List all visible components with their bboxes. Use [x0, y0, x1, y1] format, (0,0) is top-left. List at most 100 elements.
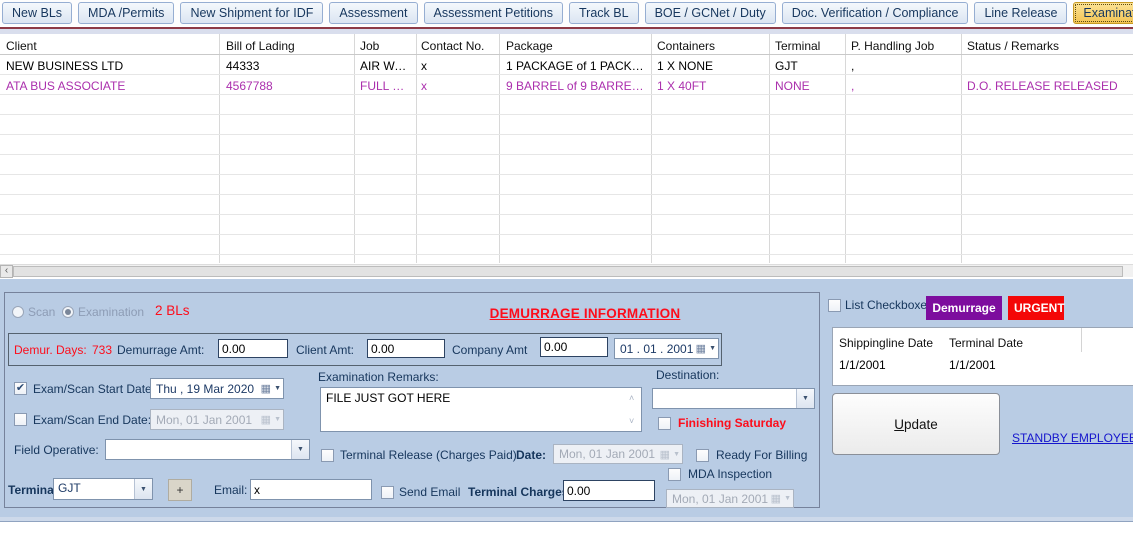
tab-assessment-petitions[interactable]: Assessment Petitions [423, 2, 563, 24]
bottom-strip [0, 517, 1133, 521]
demurrage-amt-field[interactable] [218, 339, 288, 358]
examination-radio[interactable] [62, 306, 74, 318]
scroll-down-icon[interactable]: ˅ [629, 416, 635, 426]
terminal-combobox[interactable]: GJT ▼ [53, 478, 153, 500]
chevron-down-icon[interactable]: ▼ [274, 385, 281, 392]
examination-remarks-label: Examination Remarks: [318, 370, 439, 384]
send-email-checkbox[interactable] [381, 486, 394, 499]
tab-new-bls[interactable]: New BLs [2, 2, 73, 24]
demurrage-information-title: DEMURRAGE INFORMATION [489, 306, 681, 321]
email-label: Email: [214, 483, 248, 497]
tab-new-shipment-for-idf[interactable]: New Shipment for IDF [180, 2, 324, 24]
column-header[interactable]: Status / Remarks [967, 39, 1060, 53]
update-button[interactable]: Update [832, 393, 1000, 455]
add-terminal-button[interactable]: + [168, 479, 192, 501]
terminal-charges-field[interactable] [563, 480, 655, 501]
tab-examination[interactable]: Examination [1073, 2, 1133, 24]
send-email-label: Send Email [399, 485, 461, 499]
demur-days-label: Demur. Days: [14, 343, 87, 357]
exam-end-date-label: Exam/Scan End Date: [33, 413, 152, 427]
scrollbar-thumb[interactable] [13, 266, 1123, 277]
mda-inspection-checkbox[interactable] [668, 468, 681, 481]
terminal-label: Terminal: [8, 483, 62, 497]
scan-radio[interactable] [12, 306, 24, 318]
grid-horizontal-scrollbar[interactable]: ‹ [0, 264, 1133, 278]
exam-start-date-label: Exam/Scan Start Date: [33, 382, 156, 396]
tab-doc-verification-compliance[interactable]: Doc. Verification / Compliance [781, 2, 969, 24]
terminal-release-label: Terminal Release (Charges Paid) [340, 448, 517, 462]
terminal-release-checkbox[interactable] [321, 449, 334, 462]
scroll-up-icon[interactable]: ˄ [629, 393, 635, 403]
urgent-button[interactable]: URGENT [1008, 296, 1065, 320]
list-item[interactable]: 1/1/2001 [949, 358, 996, 372]
destination-combobox[interactable]: ▼ [652, 388, 815, 409]
scroll-left-icon[interactable]: ‹ [0, 265, 13, 278]
ready-for-billing-checkbox[interactable] [696, 449, 709, 462]
tab-assessment[interactable]: Assessment [329, 2, 418, 24]
column-header: Terminal Date [949, 336, 1024, 350]
email-field[interactable] [250, 479, 372, 500]
bottom-divider [0, 521, 1133, 522]
bl-grid: Client Bill of Lading Job Contact No. Pa… [0, 34, 1133, 263]
column-header[interactable]: Terminal [775, 39, 821, 53]
field-operative-combobox[interactable]: ▼ [105, 439, 310, 460]
release-date-label: Date: [516, 448, 547, 462]
examination-radio-label: Examination [78, 305, 145, 319]
chevron-down-icon: ▼ [274, 416, 281, 423]
tab-mda-permits[interactable]: MDA /Permits [78, 2, 175, 24]
terminal-charges-label: Terminal Charges: [468, 485, 573, 499]
dates-listbox[interactable]: Shippingline Date Terminal Date 1/1/2001… [832, 327, 1133, 386]
exam-end-date-picker: Mon, 01 Jan 2001 ▦ ▼ [150, 409, 284, 430]
ready-for-billing-label: Ready For Billing [716, 448, 808, 462]
calendar-icon: ▦ [260, 383, 272, 395]
column-header: Shippingline Date [839, 336, 934, 350]
demurrage-amt-label: Demurrage Amt: [117, 343, 205, 357]
exam-start-date-picker[interactable]: Thu , 19 Mar 2020 ▦ ▼ [150, 378, 284, 399]
chevron-down-icon: ▼ [784, 495, 791, 502]
tab-underline [0, 27, 1133, 29]
standby-employees-link[interactable]: STANDBY EMPLOYEES [1012, 431, 1133, 445]
tab-track-bl[interactable]: Track BL [569, 2, 639, 24]
column-header[interactable]: P. Handling Job [851, 39, 935, 53]
demurrage-button[interactable]: Demurrage [926, 296, 1002, 320]
calendar-icon: ▦ [260, 414, 272, 426]
list-item[interactable]: 1/1/2001 [839, 358, 886, 372]
demurrage-amounts-box [8, 333, 722, 366]
tab-boe-gcnet-duty[interactable]: BOE / GCNet / Duty [644, 2, 776, 24]
finishing-saturday-label: Finishing Saturday [678, 416, 787, 430]
chevron-down-icon[interactable]: ▼ [134, 479, 152, 499]
column-header[interactable]: Job [360, 39, 380, 53]
client-amt-field[interactable] [367, 339, 445, 358]
grid-column-divider [1081, 328, 1082, 352]
calendar-icon: ▦ [659, 448, 671, 461]
column-header[interactable]: Bill of Lading [226, 39, 295, 53]
chevron-down-icon[interactable]: ▼ [291, 440, 309, 459]
bl-count-label: 2 BLs [155, 303, 190, 318]
company-amt-label: Company Amt [452, 343, 528, 357]
mda-inspection-label: MDA Inspection [688, 467, 773, 481]
tab-line-release[interactable]: Line Release [974, 2, 1068, 24]
exam-start-date-checkbox[interactable]: ✔ [14, 382, 27, 395]
demur-days-value: 733 [92, 343, 113, 357]
finishing-saturday-checkbox[interactable] [658, 417, 671, 430]
calendar-icon: ▦ [770, 493, 782, 505]
calendar-icon: ▦ [695, 343, 707, 355]
demurrage-groupbox [4, 292, 820, 508]
release-date-picker: Mon, 01 Jan 2001 ▦ ▼ [553, 444, 683, 464]
column-header[interactable]: Contact No. [421, 39, 485, 53]
field-operative-label: Field Operative: [14, 443, 99, 457]
list-checkboxes-checkbox[interactable] [828, 299, 841, 312]
scan-radio-label: Scan [28, 305, 56, 319]
chevron-down-icon[interactable]: ▼ [709, 345, 716, 352]
exam-end-date-checkbox[interactable] [14, 413, 27, 426]
chevron-down-icon[interactable]: ▼ [796, 389, 814, 408]
column-header[interactable]: Containers [657, 39, 716, 53]
column-header[interactable]: Client [6, 39, 37, 53]
column-header[interactable]: Package [506, 39, 553, 53]
examination-remarks-textarea[interactable]: FILE JUST GOT HERE [320, 387, 642, 432]
client-amt-label: Client Amt: [296, 343, 355, 357]
list-checkboxes-label: List Checkboxes [845, 298, 934, 312]
company-amt-field[interactable] [540, 337, 608, 357]
demurrage-date-picker[interactable]: 01 . 01 . 2001 ▦ ▼ [614, 338, 719, 359]
tab-bar: New BLs MDA /Permits New Shipment for ID… [0, 0, 1133, 26]
